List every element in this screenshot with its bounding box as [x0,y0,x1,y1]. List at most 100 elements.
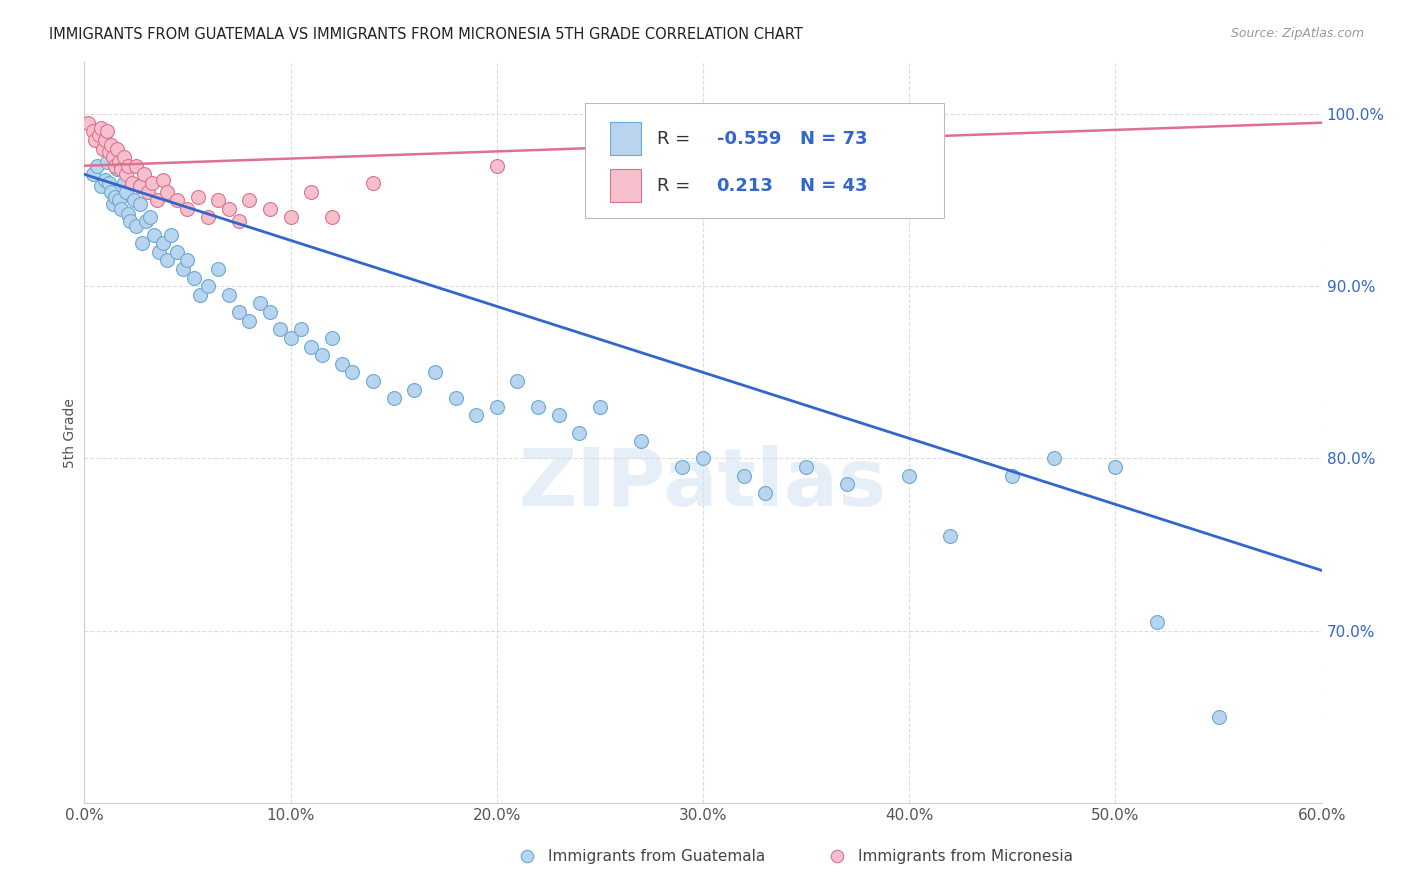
Point [290,322,312,336]
Point [837,477,859,491]
Point [485,400,508,414]
Point [516,849,538,863]
Point [259,305,281,319]
Text: IMMIGRANTS FROM GUATEMALA VS IMMIGRANTS FROM MICRONESIA 5TH GRADE CORRELATION CH: IMMIGRANTS FROM GUATEMALA VS IMMIGRANTS … [49,27,803,42]
Point [105,162,128,177]
Point [98,145,121,159]
Point [117,159,139,173]
Point [86,159,108,173]
Text: Source: ZipAtlas.com: Source: ZipAtlas.com [1230,27,1364,40]
Point [321,331,343,345]
Point [249,296,271,310]
Point [129,179,152,194]
Point [269,322,291,336]
Y-axis label: 5th Grade: 5th Grade [63,398,77,467]
Point [104,159,127,173]
Point [121,176,143,190]
Point [188,288,211,302]
Point [280,211,302,225]
Point [299,185,322,199]
Point [939,529,962,543]
Point [91,142,114,156]
Point [136,185,159,199]
Point [110,202,132,216]
Point [547,409,569,423]
Point [82,167,104,181]
Point [103,150,125,164]
Point [176,253,198,268]
Point [112,150,135,164]
Point [108,155,131,169]
Point [100,138,122,153]
Point [465,409,488,423]
Point [135,214,157,228]
Point [139,211,162,225]
Point [506,374,529,388]
Point [100,185,122,199]
Point [1001,468,1024,483]
Point [299,339,322,353]
Point [898,468,921,483]
Point [145,193,167,207]
Point [733,468,755,483]
Point [330,357,353,371]
FancyBboxPatch shape [610,169,641,202]
Point [143,227,166,242]
Point [90,179,112,194]
Point [96,155,118,169]
Point [156,185,179,199]
Point [112,176,135,190]
Text: Immigrants from Micronesia: Immigrants from Micronesia [858,849,1073,863]
Point [238,314,260,328]
Point [218,202,240,216]
Point [105,142,128,156]
Point [117,207,139,221]
Point [156,253,179,268]
Point [589,167,612,181]
Point [825,849,848,863]
Text: N = 43: N = 43 [800,177,868,194]
Point [238,193,260,207]
Point [218,288,240,302]
Point [160,227,183,242]
Point [131,236,153,251]
Point [342,365,364,379]
Point [176,202,198,216]
Point [382,391,405,405]
Point [311,348,333,362]
Point [129,196,152,211]
Point [125,159,148,173]
Text: 0.213: 0.213 [717,177,773,194]
Point [1042,451,1064,466]
Point [98,176,121,190]
Text: -0.559: -0.559 [717,129,780,147]
Point [152,172,174,186]
Point [671,460,693,475]
Point [404,383,426,397]
Point [1208,709,1230,723]
Point [568,425,591,440]
Point [187,190,209,204]
Point [361,374,384,388]
Point [1146,615,1168,629]
Point [692,150,714,164]
Point [83,133,105,147]
FancyBboxPatch shape [610,122,641,155]
Point [794,460,817,475]
Point [134,167,156,181]
Point [259,202,281,216]
Point [692,451,714,466]
Point [444,391,467,405]
Point [141,176,163,190]
Point [527,400,550,414]
Point [228,305,250,319]
Text: N = 73: N = 73 [800,129,868,147]
Text: R =: R = [657,129,696,147]
Point [125,219,148,233]
FancyBboxPatch shape [585,103,945,218]
Point [103,196,125,211]
Point [87,128,110,142]
Point [82,124,104,138]
Point [280,331,302,345]
Point [207,262,229,277]
